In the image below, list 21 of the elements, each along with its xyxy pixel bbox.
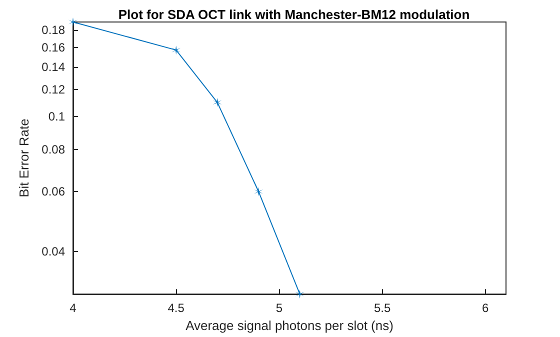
point bbox=[254, 187, 264, 196]
point bbox=[68, 18, 78, 26]
x-tick-label: 6 bbox=[482, 301, 490, 316]
x-tick-label: 5 bbox=[276, 301, 283, 316]
y-tick-label: 0.06 bbox=[42, 184, 66, 199]
chart-title: Plot for SDA OCT link with Manchester-BM12 modulation bbox=[118, 7, 470, 22]
y-tick-label: 0.14 bbox=[42, 60, 66, 74]
y-tick-label: 0.08 bbox=[42, 142, 66, 156]
point bbox=[295, 290, 304, 299]
point bbox=[212, 98, 222, 107]
x-axis-title: Average signal photons per slot (ns) bbox=[186, 318, 394, 333]
y-tick-label: 0.04 bbox=[42, 244, 66, 258]
y-axis-title: Bit Error Rate bbox=[16, 118, 32, 198]
y-tick-label: 0.1 bbox=[48, 109, 66, 124]
y-tick-label: 0.16 bbox=[42, 40, 66, 54]
x-tick-label: 4 bbox=[70, 301, 77, 316]
point bbox=[172, 46, 181, 55]
y-tick-label: 0.12 bbox=[42, 82, 66, 97]
x-tick-label: 5.5 bbox=[374, 301, 391, 316]
x-tick-label: 4.5 bbox=[168, 301, 185, 316]
y-tick-label: 0.18 bbox=[42, 22, 66, 37]
